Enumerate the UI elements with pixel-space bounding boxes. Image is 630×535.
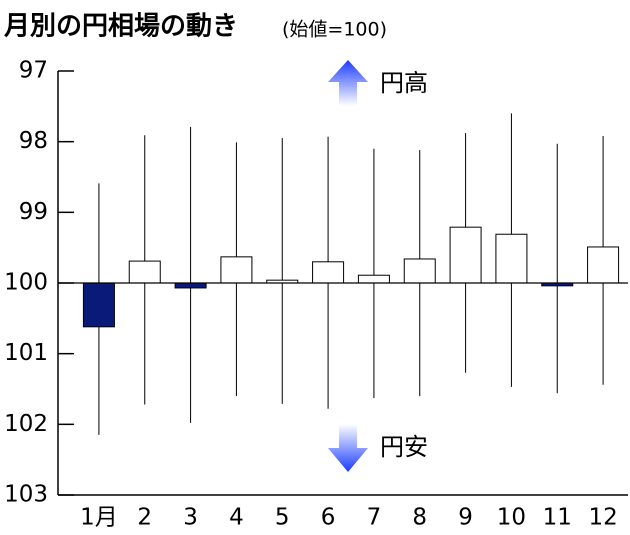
y-tick-label: 98 [19, 128, 48, 154]
annotation: 円高 [380, 69, 428, 97]
candle-body [403, 258, 436, 284]
x-tick-label: 9 [458, 505, 473, 531]
candle-body [174, 282, 207, 289]
candle-body [220, 256, 253, 284]
x-tick-label: 6 [321, 505, 336, 531]
chart-title: 月別の円相場の動き [3, 12, 238, 42]
x-tick-label: 11 [543, 505, 572, 531]
y-tick-label: 99 [19, 199, 48, 225]
down-arrow [328, 424, 368, 472]
annotation: 円安 [380, 433, 428, 461]
candle-body [587, 246, 620, 284]
chart-subtitle: (始値=100) [282, 19, 387, 41]
up-arrow [328, 60, 368, 106]
x-tick-label: 12 [588, 505, 617, 531]
x-tick-label: 2 [137, 505, 152, 531]
y-tick-label: 97 [19, 58, 48, 84]
y-tick-label: 102 [4, 411, 48, 437]
x-tick-label: 1月 [80, 505, 118, 531]
candle-body [128, 260, 161, 284]
x-tick-label: 8 [412, 505, 427, 531]
x-tick-label: 7 [367, 505, 382, 531]
candle-body [495, 233, 528, 284]
candle-body [449, 226, 482, 284]
y-tick-label: 100 [4, 270, 48, 296]
candle-body [82, 282, 115, 328]
x-tick-label: 10 [497, 505, 526, 531]
x-tick-label: 5 [275, 505, 290, 531]
x-tick-label: 3 [183, 505, 198, 531]
candle-body [357, 274, 390, 284]
x-tick-label: 4 [229, 505, 244, 531]
y-tick-label: 101 [4, 340, 48, 366]
candle-body [312, 261, 345, 284]
y-tick-label: 103 [4, 482, 48, 508]
